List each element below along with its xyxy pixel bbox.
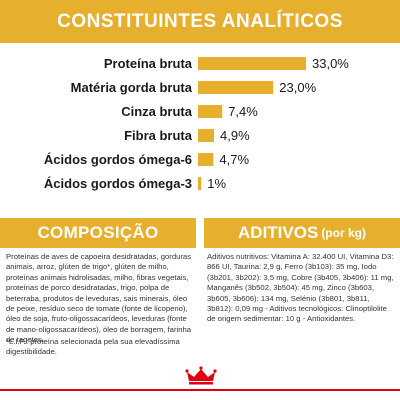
category-label: Matéria gorda bruta	[71, 80, 193, 95]
value-label: 4,7%	[219, 152, 249, 167]
crown-logo-icon	[185, 366, 217, 385]
category-label: Fibra bruta	[124, 128, 193, 143]
bar	[198, 105, 223, 118]
bar	[198, 129, 215, 142]
composition-text: Proteínas de aves de capoeira desidratad…	[6, 252, 192, 345]
value-label: 4,9%	[220, 128, 250, 143]
additives-unit: (por kg)	[321, 226, 366, 240]
footer-red-line	[0, 389, 400, 391]
bar	[198, 153, 214, 166]
value-label: 33,0%	[312, 56, 349, 71]
value-label: 7,4%	[228, 104, 258, 119]
additives-text: Aditivos nutritivos: Vitamina A: 32.400 …	[207, 252, 394, 324]
additives-header: ADITIVOS (por kg)	[204, 218, 400, 248]
bar	[198, 81, 274, 94]
additives-title: ADITIVOS	[238, 223, 319, 242]
composition-title: COMPOSIÇÃO	[37, 223, 159, 242]
value-label: 23,0%	[279, 80, 316, 95]
category-label: Ácidos gordos ómega-3	[44, 176, 192, 191]
value-label: 1%	[207, 176, 226, 191]
category-label: Cinza bruta	[121, 104, 193, 119]
analytics-bar-chart: Proteína bruta 33,0% Matéria gorda bruta 23…	[44, 56, 349, 191]
composition-header: COMPOSIÇÃO	[0, 218, 196, 248]
category-label: Proteína bruta	[104, 56, 193, 71]
analytics-title: CONSTITUINTES ANALÍTICOS	[57, 10, 343, 32]
category-label: Ácidos gordos ómega-6	[44, 152, 192, 167]
bar	[198, 177, 202, 190]
composition-note: *L.I.P.: proteína selecionada pela sua e…	[6, 337, 180, 357]
analytics-header: CONSTITUINTES ANALÍTICOS	[0, 0, 400, 43]
bar	[198, 57, 306, 70]
